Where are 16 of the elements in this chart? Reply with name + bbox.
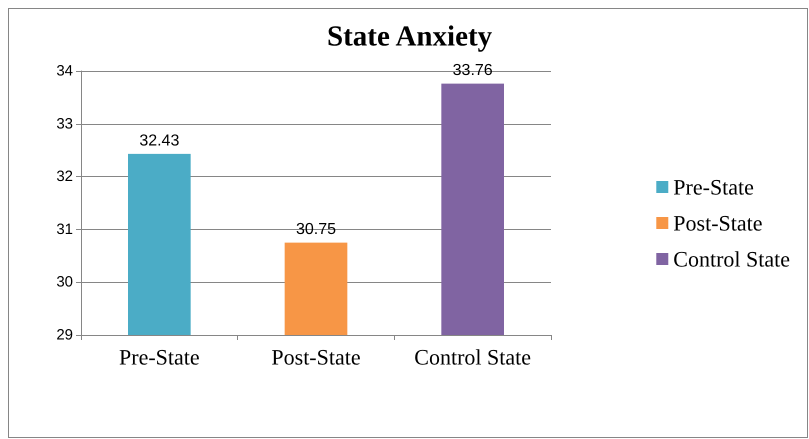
y-tick-label: 29 bbox=[56, 326, 73, 344]
x-tick-label: Control State bbox=[414, 344, 532, 370]
legend-label: Post-State bbox=[673, 210, 763, 236]
legend-label: Pre-State bbox=[673, 174, 754, 200]
y-tick-label: 31 bbox=[56, 220, 73, 238]
y-tick-label: 33 bbox=[56, 115, 73, 132]
y-tick-label: 30 bbox=[56, 274, 73, 291]
x-tick-label: Post-State bbox=[271, 344, 361, 370]
data-label: 30.75 bbox=[296, 221, 336, 238]
y-tick-label: 32 bbox=[56, 168, 73, 186]
x-tick-label: Pre-State bbox=[119, 344, 200, 370]
data-label: 32.43 bbox=[139, 132, 180, 150]
y-tick-label: 34 bbox=[56, 62, 73, 80]
data-label: 33.76 bbox=[452, 62, 493, 80]
legend-label: Control State bbox=[673, 246, 790, 272]
chart-title: State Anxiety bbox=[327, 20, 493, 52]
